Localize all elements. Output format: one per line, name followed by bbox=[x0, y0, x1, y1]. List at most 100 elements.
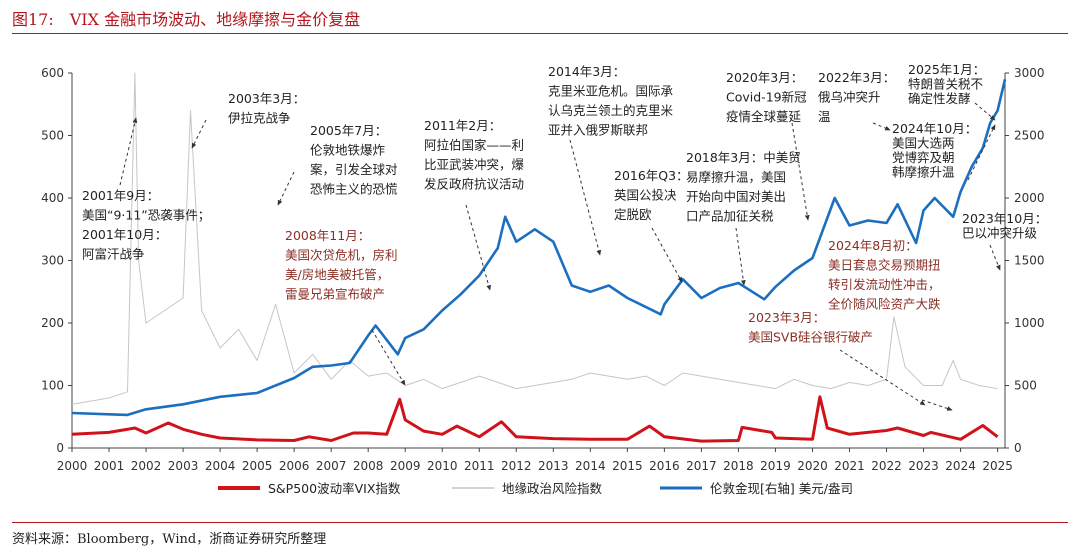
x-tick-label: 2013 bbox=[538, 459, 569, 473]
annotation-london-bombing-line: 恐怖主义的恐慌 bbox=[310, 182, 398, 197]
x-tick-label: 2015 bbox=[612, 459, 643, 473]
annotation-trade-friction-line: 易摩擦升温，美国 bbox=[686, 170, 786, 185]
x-tick-label: 2000 bbox=[57, 459, 88, 473]
annotation-911-line: 2001年9月： bbox=[82, 188, 159, 203]
annotation-trade-friction-line: 开始向中国对美出 bbox=[686, 189, 786, 204]
annotation-crimea-line: 2014年3月： bbox=[548, 64, 625, 79]
annotation-covid-line: Covid-19新冠 bbox=[726, 90, 807, 105]
x-tick-label: 2018 bbox=[723, 459, 754, 473]
annotation-israel-conflict-line: 巴以冲突升级 bbox=[962, 226, 1038, 241]
x-tick-label: 2002 bbox=[131, 459, 162, 473]
x-tick-label: 2020 bbox=[797, 459, 828, 473]
x-tick-label: 2007 bbox=[316, 459, 347, 473]
x-tick-label: 2022 bbox=[871, 459, 902, 473]
annotation-leader-line bbox=[465, 204, 492, 291]
annotation-brexit-line: 英国公投决 bbox=[614, 188, 677, 203]
annotation-subprime-crisis-line: 美国次贷危机，房利 bbox=[285, 248, 398, 263]
x-tick-label: 2006 bbox=[279, 459, 310, 473]
annotation-svb-line: 2023年3月： bbox=[748, 310, 825, 325]
annotation-leader-line bbox=[839, 349, 926, 406]
annotation-911-line: 阿富汗战争 bbox=[82, 247, 145, 262]
chart-svg: 2000 2001 2002 2003 2004 2005 2006 2007 2008 2009… bbox=[41, 62, 1047, 496]
annotation-us-election-line: 党博弈及朝 bbox=[892, 150, 955, 165]
y-left-tick-label: 300 bbox=[41, 254, 64, 268]
annotation-leader-line bbox=[371, 329, 406, 386]
annotation-911-line: 2001年10月： bbox=[82, 227, 167, 242]
annotation-iraq-war-line: 伊拉克战争 bbox=[228, 111, 291, 126]
annotation-brexit-line: 2016年Q3： bbox=[614, 168, 689, 183]
annotation-iraq-war-line: 2003年3月： bbox=[228, 91, 305, 106]
annotation-russia-ukraine-line: 温 bbox=[818, 109, 831, 124]
annotation-crimea-line: 亚并入俄罗斯联邦 bbox=[548, 123, 648, 138]
annotation-crimea-line: 克里米亚危机。国际承 bbox=[548, 84, 674, 99]
x-tick-label: 2005 bbox=[242, 459, 273, 473]
annotation-us-election-line: 美国大选两 bbox=[892, 136, 955, 151]
figure-title: 图17: VIX 金融市场波动、地缘摩擦与金价复盘 bbox=[12, 10, 361, 29]
annotation-trade-friction-line: 2018年3月：中美贸 bbox=[686, 150, 801, 165]
y-left-tick-label: 400 bbox=[41, 191, 64, 205]
annotation-svb-line: 美国SVB硅谷银行破产 bbox=[748, 330, 873, 345]
y-left-tick-label: 200 bbox=[41, 316, 64, 330]
gold-series-line bbox=[71, 78, 1007, 417]
y-right-tick-label: 3000 bbox=[1014, 66, 1045, 80]
x-tick-label: 2017 bbox=[686, 459, 717, 473]
y-left-tick-label: 0 bbox=[56, 441, 64, 455]
x-tick-label: 2010 bbox=[427, 459, 458, 473]
annotation-leaders bbox=[119, 102, 1001, 411]
x-tick-label: 2014 bbox=[575, 459, 606, 473]
x-tick-label: 2016 bbox=[649, 459, 680, 473]
annotation-leader-line bbox=[989, 244, 1001, 271]
x-tick-label: 2004 bbox=[205, 459, 236, 473]
annotation-brexit-line: 定脱欧 bbox=[614, 207, 652, 222]
annotation-carry-trade-line: 美日套息交易预期扭 bbox=[828, 258, 941, 273]
annotation-carry-trade-line: 转引发流动性冲击， bbox=[828, 277, 941, 292]
y-right-tick-label: 1000 bbox=[1014, 316, 1045, 330]
annotation-libya-line: 2011年2月： bbox=[424, 118, 501, 133]
source-divider bbox=[12, 522, 1068, 523]
x-tick-label: 2023 bbox=[908, 459, 939, 473]
annotation-covid-line: 疫情全球蔓延 bbox=[726, 109, 802, 124]
x-tick-label: 2008 bbox=[353, 459, 384, 473]
legend-vix-label: S&P500波动率VIX指数 bbox=[268, 481, 401, 496]
annotation-us-election-line: 2024年10月： bbox=[892, 121, 977, 136]
annotation-libya-line: 比亚武装冲突，爆 bbox=[424, 157, 525, 172]
annotation-leader-line bbox=[191, 119, 207, 149]
annotation-subprime-crisis-line: 雷曼兄弟宣布破产 bbox=[285, 287, 385, 302]
annotation-layer: 2001年9月： 美国“9·11”恐袭事件； 2001年10月： 阿富汗战争 2003年… bbox=[82, 62, 1047, 345]
x-tick-label: 2025 bbox=[982, 459, 1013, 473]
x-tick-label: 2009 bbox=[390, 459, 421, 473]
vix-series-line bbox=[71, 395, 999, 443]
annotation-london-bombing-line: 2005年7月： bbox=[310, 123, 387, 138]
annotation-russia-ukraine-line: 俄乌冲突升 bbox=[818, 90, 881, 105]
annotation-covid-line: 2020年3月： bbox=[726, 70, 803, 85]
annotation-leader-line bbox=[735, 227, 746, 286]
y-left-tick-label: 500 bbox=[41, 129, 64, 143]
annotation-russia-ukraine-line: 2022年3月： bbox=[818, 70, 895, 85]
annotation-trump-tariffs-line: 2025年1月： bbox=[908, 62, 985, 77]
y-right-tick-label: 2000 bbox=[1014, 191, 1045, 205]
x-tick-label: 2011 bbox=[464, 459, 495, 473]
x-tick-label: 2021 bbox=[834, 459, 865, 473]
x-tick-label: 2001 bbox=[94, 459, 125, 473]
annotation-leader-line bbox=[277, 171, 295, 206]
annotation-leader-line bbox=[791, 122, 810, 221]
y-left-tick-label: 600 bbox=[41, 66, 64, 80]
annotation-libya-line: 阿拉伯国家——利 bbox=[424, 138, 524, 153]
annotation-leader-line bbox=[974, 102, 996, 121]
annotation-carry-trade-line: 全价随风险资产大跌 bbox=[828, 297, 941, 312]
annotation-libya-line: 发反政府抗议活动 bbox=[424, 177, 524, 192]
legend-geo-risk-label: 地缘政治风险指数 bbox=[502, 481, 603, 496]
y-right-tick-label: 0 bbox=[1014, 441, 1022, 455]
annotation-leader-line bbox=[651, 227, 683, 283]
y-right-tick-label: 2500 bbox=[1014, 129, 1045, 143]
annotation-911-line: 美国“9·11”恐袭事件； bbox=[82, 208, 210, 223]
annotation-trump-tariffs-line: 确定性发酵 bbox=[908, 91, 971, 106]
annotation-subprime-crisis-line: 美/房地美被托管， bbox=[285, 267, 389, 282]
annotation-trade-friction-line: 口产品加征关税 bbox=[686, 209, 774, 224]
legend-gold-label: 伦敦金现[右轴] 美元/盎司 bbox=[710, 481, 853, 496]
annotation-crimea-line: 认乌克兰领土的克里米 bbox=[548, 103, 674, 118]
annotation-subprime-crisis-line: 2008年11月： bbox=[285, 228, 370, 243]
annotation-london-bombing-line: 伦敦地铁爆炸 bbox=[310, 143, 386, 158]
x-tick-label: 2012 bbox=[501, 459, 532, 473]
y-right-tick-label: 500 bbox=[1014, 379, 1037, 393]
